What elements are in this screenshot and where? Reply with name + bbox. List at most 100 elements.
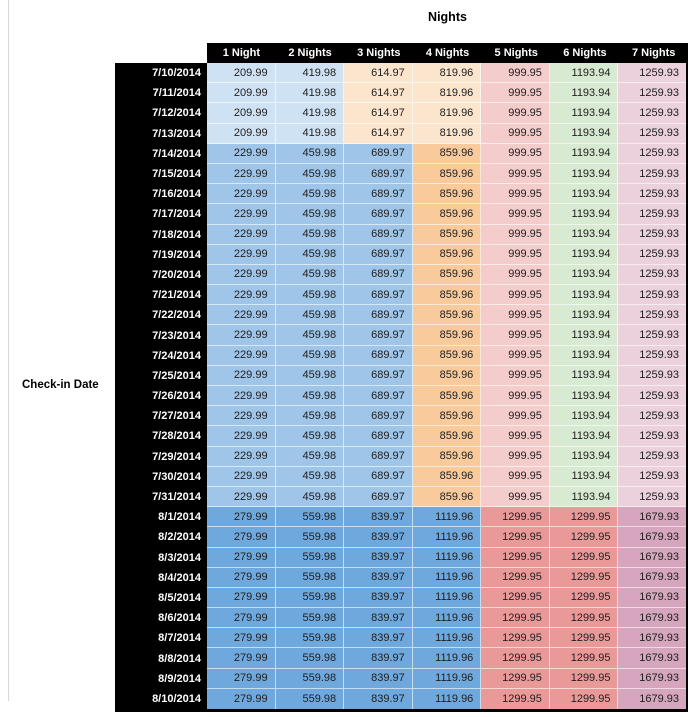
- price-cell[interactable]: 1299.95: [481, 648, 550, 669]
- price-cell[interactable]: 859.96: [412, 305, 482, 326]
- price-cell[interactable]: 1119.96: [412, 688, 482, 709]
- price-cell[interactable]: 859.96: [412, 184, 482, 205]
- price-cell[interactable]: 229.99: [207, 163, 276, 185]
- price-cell[interactable]: 229.99: [207, 446, 276, 467]
- price-cell[interactable]: 999.95: [481, 264, 550, 286]
- check-in-date-cell[interactable]: 8/2/2014: [115, 527, 207, 548]
- price-cell[interactable]: 459.98: [275, 325, 345, 346]
- price-cell[interactable]: 229.99: [207, 426, 276, 447]
- price-cell[interactable]: 229.99: [207, 143, 276, 164]
- price-cell[interactable]: 999.95: [481, 184, 550, 205]
- price-cell[interactable]: 819.96: [412, 63, 482, 84]
- price-cell[interactable]: 229.99: [207, 365, 276, 386]
- check-in-date-cell[interactable]: 7/21/2014: [115, 285, 207, 306]
- check-in-date-cell[interactable]: 7/18/2014: [115, 224, 207, 245]
- price-cell[interactable]: 819.96: [412, 103, 482, 124]
- price-cell[interactable]: 839.97: [344, 648, 413, 669]
- check-in-date-cell[interactable]: 7/22/2014: [115, 305, 207, 326]
- check-in-date-cell[interactable]: 7/30/2014: [115, 466, 207, 487]
- price-cell[interactable]: 999.95: [481, 345, 550, 366]
- column-header[interactable]: 6 Nights: [563, 47, 607, 59]
- price-cell[interactable]: 999.95: [481, 224, 550, 245]
- price-cell[interactable]: 999.95: [481, 63, 550, 84]
- price-cell[interactable]: 859.96: [412, 285, 482, 306]
- column-header[interactable]: 4 Nights: [425, 47, 470, 59]
- price-cell[interactable]: 839.97: [344, 587, 413, 609]
- price-cell[interactable]: 1193.94: [549, 143, 619, 164]
- price-cell[interactable]: 859.96: [412, 143, 482, 164]
- price-cell[interactable]: 689.97: [344, 184, 413, 205]
- check-in-date-cell[interactable]: 7/20/2014: [115, 264, 207, 286]
- price-cell[interactable]: 209.99: [207, 83, 276, 104]
- price-cell[interactable]: 459.98: [275, 244, 345, 265]
- price-cell[interactable]: 1259.93: [618, 103, 687, 124]
- price-cell[interactable]: 209.99: [207, 123, 276, 144]
- price-cell[interactable]: 229.99: [207, 285, 276, 306]
- check-in-date-cell[interactable]: 7/24/2014: [115, 345, 207, 366]
- price-cell[interactable]: 1119.96: [412, 527, 482, 548]
- price-cell[interactable]: 1259.93: [618, 204, 687, 225]
- price-cell[interactable]: 689.97: [344, 486, 413, 508]
- check-in-date-cell[interactable]: 8/9/2014: [115, 668, 207, 689]
- price-cell[interactable]: 1259.93: [618, 143, 687, 164]
- price-cell[interactable]: 689.97: [344, 446, 413, 467]
- price-cell[interactable]: 229.99: [207, 406, 276, 427]
- price-cell[interactable]: 209.99: [207, 63, 276, 84]
- price-cell[interactable]: 1679.93: [618, 507, 687, 528]
- price-cell[interactable]: 1193.94: [549, 184, 619, 205]
- price-cell[interactable]: 689.97: [344, 466, 413, 487]
- price-cell[interactable]: 1299.95: [549, 628, 619, 649]
- price-cell[interactable]: 689.97: [344, 285, 413, 306]
- price-cell[interactable]: 614.97: [344, 123, 413, 144]
- price-cell[interactable]: 559.98: [275, 648, 345, 669]
- price-cell[interactable]: 839.97: [344, 608, 413, 629]
- price-cell[interactable]: 1193.94: [549, 466, 619, 487]
- price-cell[interactable]: 1259.93: [618, 486, 687, 508]
- check-in-date-cell[interactable]: 7/11/2014: [115, 83, 207, 104]
- price-cell[interactable]: 279.99: [207, 688, 276, 709]
- price-cell[interactable]: 689.97: [344, 264, 413, 286]
- price-cell[interactable]: 1299.95: [481, 608, 550, 629]
- check-in-date-cell[interactable]: 8/10/2014: [115, 688, 207, 709]
- price-cell[interactable]: 999.95: [481, 486, 550, 508]
- price-cell[interactable]: 1299.95: [549, 648, 619, 669]
- price-cell[interactable]: 229.99: [207, 325, 276, 346]
- price-cell[interactable]: 689.97: [344, 143, 413, 164]
- price-cell[interactable]: 839.97: [344, 567, 413, 588]
- price-cell[interactable]: 559.98: [275, 587, 345, 609]
- check-in-date-cell[interactable]: 7/26/2014: [115, 386, 207, 407]
- price-cell[interactable]: 1193.94: [549, 345, 619, 366]
- price-cell[interactable]: 689.97: [344, 406, 413, 427]
- price-cell[interactable]: 1193.94: [549, 486, 619, 508]
- price-cell[interactable]: 999.95: [481, 285, 550, 306]
- price-cell[interactable]: 999.95: [481, 305, 550, 326]
- price-cell[interactable]: 459.98: [275, 264, 345, 286]
- check-in-date-cell[interactable]: 7/13/2014: [115, 123, 207, 144]
- price-cell[interactable]: 1299.95: [549, 608, 619, 629]
- price-cell[interactable]: 1259.93: [618, 446, 687, 467]
- price-cell[interactable]: 459.98: [275, 486, 345, 508]
- price-cell[interactable]: 1259.93: [618, 123, 687, 144]
- price-cell[interactable]: 279.99: [207, 587, 276, 609]
- price-cell[interactable]: 459.98: [275, 224, 345, 245]
- price-cell[interactable]: 689.97: [344, 345, 413, 366]
- price-cell[interactable]: 1193.94: [549, 264, 619, 286]
- price-cell[interactable]: 999.95: [481, 163, 550, 185]
- check-in-date-cell[interactable]: 8/7/2014: [115, 628, 207, 649]
- price-cell[interactable]: 1193.94: [549, 285, 619, 306]
- check-in-date-cell[interactable]: 8/4/2014: [115, 567, 207, 588]
- price-cell[interactable]: 1119.96: [412, 587, 482, 609]
- price-cell[interactable]: 1299.95: [549, 587, 619, 609]
- price-cell[interactable]: 614.97: [344, 63, 413, 84]
- price-cell[interactable]: 1193.94: [549, 365, 619, 386]
- price-cell[interactable]: 1299.95: [481, 587, 550, 609]
- price-cell[interactable]: 1259.93: [618, 325, 687, 346]
- price-cell[interactable]: 819.96: [412, 123, 482, 144]
- price-cell[interactable]: 1679.93: [618, 648, 687, 669]
- price-cell[interactable]: 229.99: [207, 345, 276, 366]
- column-header[interactable]: 1 Night: [222, 47, 260, 59]
- price-cell[interactable]: 1193.94: [549, 406, 619, 427]
- price-cell[interactable]: 419.98: [275, 83, 345, 104]
- price-cell[interactable]: 1193.94: [549, 386, 619, 407]
- price-cell[interactable]: 1299.95: [481, 547, 550, 568]
